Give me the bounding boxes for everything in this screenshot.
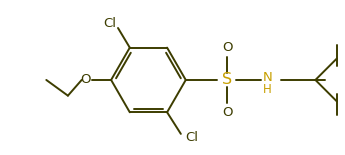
Text: H: H — [263, 83, 272, 96]
Text: O: O — [80, 73, 91, 86]
Text: O: O — [222, 106, 232, 119]
Text: N: N — [263, 71, 272, 84]
Text: O: O — [222, 41, 232, 54]
Text: S: S — [222, 72, 232, 87]
Text: Cl: Cl — [104, 17, 117, 30]
Text: Cl: Cl — [185, 131, 198, 144]
